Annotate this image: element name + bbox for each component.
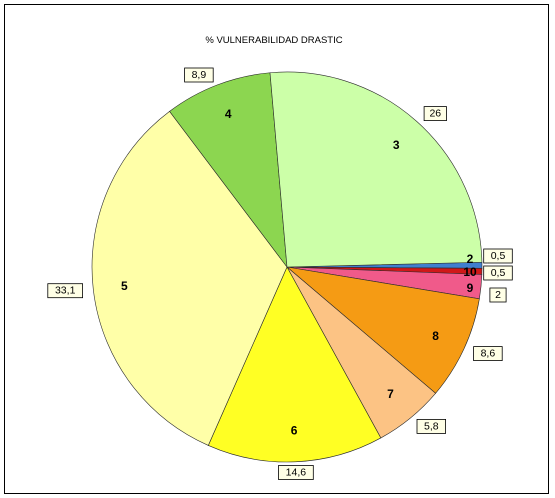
- slice-value-box-7: [416, 418, 447, 434]
- slice-value-label-7: 5,8: [424, 420, 439, 432]
- slice-value-label-5: 33,1: [55, 285, 76, 297]
- slice-category-label-2: 2: [467, 252, 474, 266]
- slice-value-label-6: 14,6: [286, 467, 307, 479]
- pie-slice-3: [269, 71, 483, 268]
- slice-category-label-8: 8: [432, 329, 439, 343]
- slice-category-label-9: 9: [467, 281, 474, 295]
- pie-labels: 2 0,5 10 0,5 9 2 8 8,6 7 5,8 6 14,6 5 33,1 4 8,9 3 26: [47, 67, 513, 480]
- slice-category-label-5: 5: [121, 279, 128, 293]
- slice-category-label-6: 6: [291, 424, 298, 438]
- slice-value-label-4: 8,9: [192, 69, 207, 81]
- slice-value-box-2: [483, 248, 513, 264]
- slice-value-box-3: [423, 106, 447, 121]
- slice-value-label-10: 0,5: [491, 267, 506, 279]
- pie-slices: [91, 71, 483, 463]
- slice-value-label-9: 2: [495, 289, 501, 301]
- pie-slice-6: [207, 266, 382, 463]
- slice-value-box-5: [47, 283, 83, 299]
- slice-category-label-10: 10: [463, 265, 477, 279]
- slice-value-box-4: [184, 67, 214, 83]
- pie-slice-5: [91, 110, 288, 446]
- slice-value-box-10: [483, 265, 513, 281]
- chart-title: % VULNERABILIDAD DRASTIC: [205, 35, 342, 46]
- slice-category-label-4: 4: [225, 107, 232, 121]
- pie-slice-8: [285, 266, 480, 394]
- slice-value-label-8: 8,6: [481, 348, 496, 360]
- slice-value-label-3: 26: [429, 108, 441, 120]
- slice-category-label-3: 3: [393, 138, 400, 152]
- pie-slice-4: [169, 72, 288, 269]
- slice-value-box-6: [278, 465, 314, 480]
- slice-value-label-2: 0,5: [491, 250, 506, 262]
- slice-category-label-7: 7: [387, 387, 394, 401]
- slice-value-box-8: [473, 346, 503, 362]
- slice-value-box-9: [489, 287, 507, 303]
